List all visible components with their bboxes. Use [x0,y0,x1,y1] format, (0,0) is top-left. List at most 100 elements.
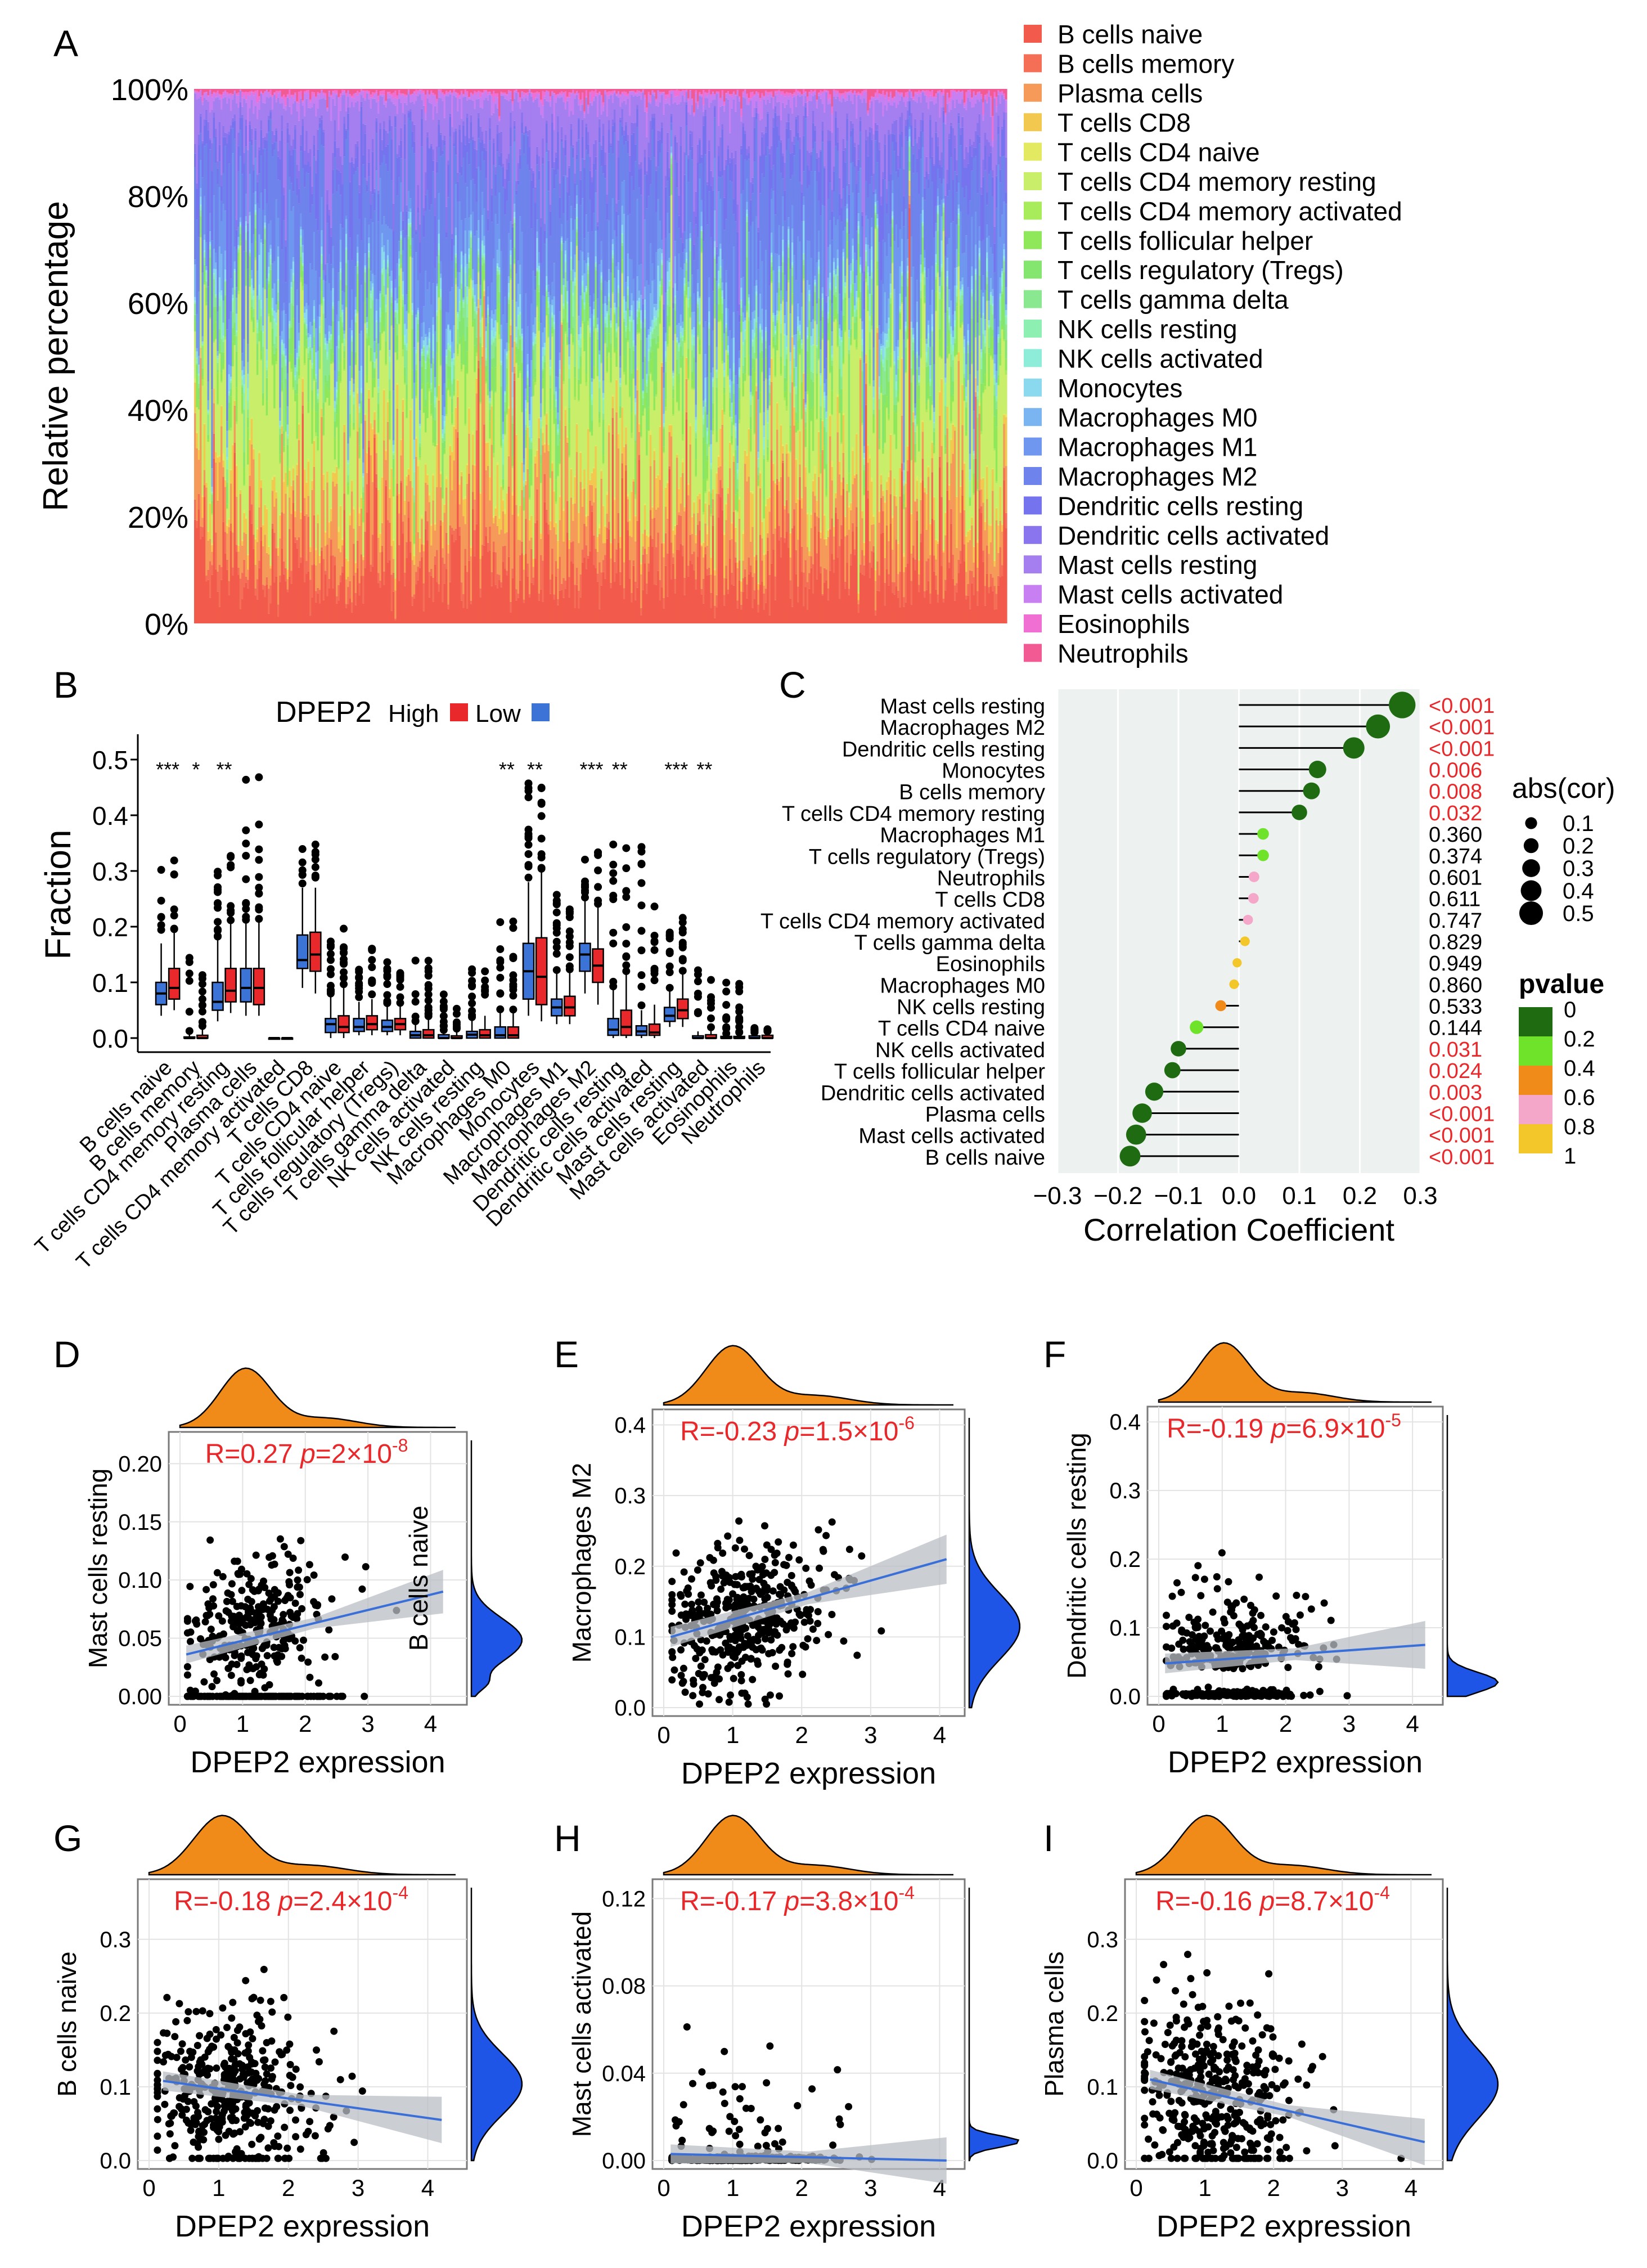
bar-segment [273,150,276,262]
bar-segment [207,541,210,570]
bar-segment [290,327,293,355]
bar-segment [354,93,357,102]
bar-segment [285,568,287,582]
bar-segment [415,317,418,351]
bar-segment [532,173,535,189]
bar-segment [502,490,505,500]
bar-segment [273,92,276,94]
bar-segment [515,326,518,338]
bar-segment [530,464,533,486]
bar-segment [510,255,512,256]
bar-segment [239,233,242,241]
bar-segment [415,353,418,365]
bar-segment [523,510,525,511]
sample-bar [407,89,410,623]
bar-segment [343,369,346,371]
bar-segment [207,400,210,410]
bar-segment [383,296,386,327]
bar-segment [398,156,400,177]
bar-segment [341,572,344,623]
sample-bar [268,89,271,623]
bar-segment [539,428,542,455]
bar-segment [347,604,350,623]
bar-segment [370,297,372,309]
bar-segment [375,121,378,133]
bar-segment [468,258,471,262]
bar-segment [339,505,342,506]
bar-segment [475,348,478,353]
bar-segment [454,235,457,254]
bar-segment [213,388,215,389]
bar-segment [345,557,348,559]
bar-segment [233,91,236,94]
bar-segment [489,403,492,410]
bar-segment [311,480,314,490]
bar-segment [298,375,300,379]
bar-segment [307,173,310,306]
bar-segment [424,511,427,529]
bar-segment [232,121,235,128]
bar-segment [546,89,548,91]
sample-bar [490,89,493,623]
bar-segment [539,417,542,420]
bar-segment [439,134,442,156]
bar-segment [318,99,321,118]
bar-segment [386,93,389,98]
bar-segment [347,494,350,495]
bar-segment [371,361,374,379]
bar-segment [197,399,200,410]
bar-segment [466,303,469,317]
bar-segment [294,375,297,378]
bar-segment [322,297,325,299]
bar-segment [457,172,460,182]
bar-segment [494,391,497,393]
bar-segment [205,281,208,288]
bar-segment [260,330,263,352]
bar-segment [396,158,399,196]
bar-segment [525,133,528,294]
bar-segment [410,89,412,95]
bar-segment [281,344,284,354]
bar-segment [296,89,299,101]
bar-segment [421,109,424,119]
bar-segment [517,92,520,94]
bar-segment [222,477,225,522]
bar-segment [439,309,442,358]
bar-segment [266,370,268,378]
bar-segment [338,300,340,321]
sample-bar [421,89,424,623]
bar-segment [428,89,431,95]
bar-segment [481,265,484,312]
bar-segment [390,311,393,326]
bar-segment [247,555,250,570]
bar-segment [258,568,261,623]
bar-segment [292,149,295,192]
bar-segment [511,101,514,104]
bar-segment [526,563,529,577]
bar-segment [475,150,478,168]
bar-segment [200,358,202,527]
bar-segment [426,521,429,541]
bar-segment [543,368,546,415]
bar-segment [521,232,524,329]
bar-segment [500,529,503,582]
bar-segment [368,149,371,163]
bar-segment [483,253,486,257]
bar-segment [457,354,460,357]
bar-segment [511,408,514,416]
bar-segment [383,327,386,331]
bar-segment [443,454,446,504]
bar-segment [400,231,403,236]
bar-segment [523,480,525,483]
bar-segment [417,466,420,532]
bar-segment [383,245,386,252]
bar-segment [438,119,440,125]
bar-segment [494,320,497,332]
bar-segment [536,306,539,308]
bar-segment [470,232,472,235]
bar-segment [474,556,476,623]
bar-segment [396,335,399,352]
bar-segment [436,353,439,397]
bar-segment [354,171,357,267]
bar-segment [547,336,550,338]
